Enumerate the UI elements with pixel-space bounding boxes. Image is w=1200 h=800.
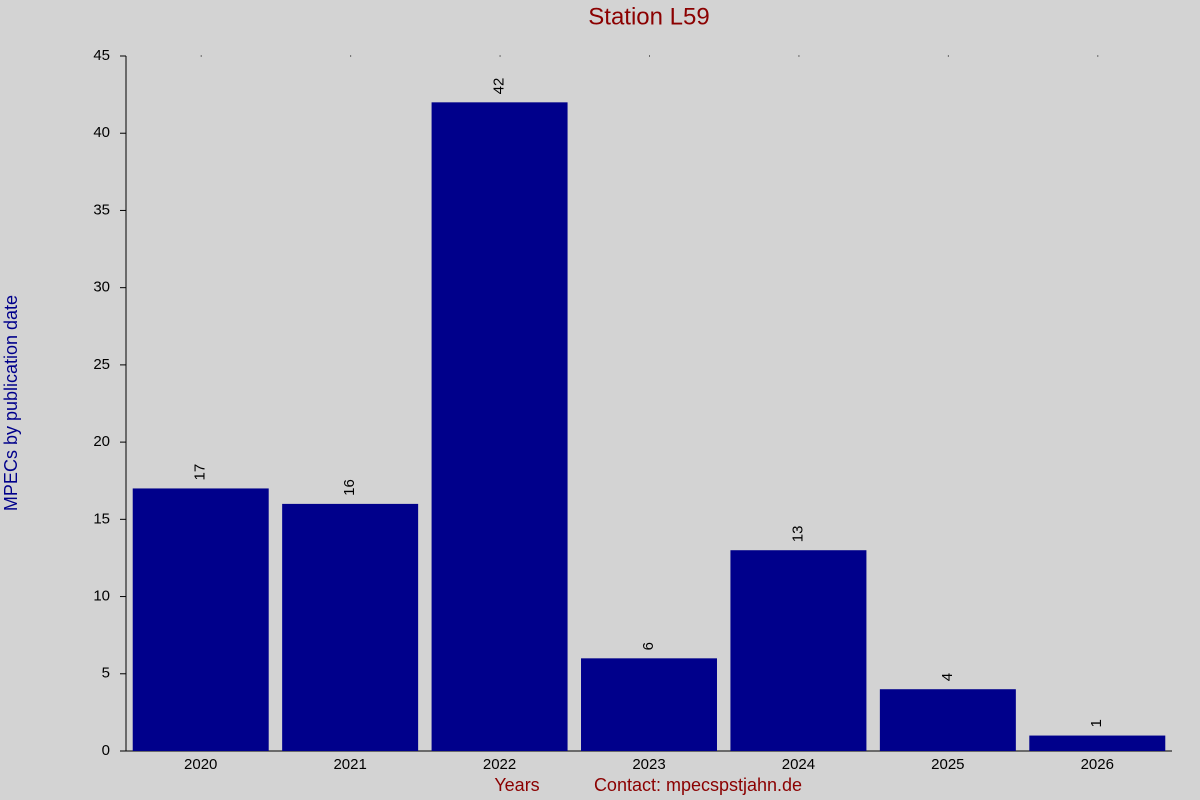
x-tick-label: 2024 — [782, 756, 815, 773]
bar — [132, 488, 269, 751]
bar — [581, 658, 717, 751]
y-tick-label: 20 — [93, 433, 110, 450]
value-label: 17 — [192, 464, 209, 481]
value-label: 6 — [640, 642, 657, 650]
y-tick-label: 30 — [93, 279, 110, 296]
x-tick-label: 2022 — [483, 756, 516, 773]
bar — [282, 503, 419, 751]
y-axis-label: MPECs by publication date — [1, 295, 21, 511]
x-tick-label: 2025 — [931, 756, 964, 773]
y-tick-label: 40 — [93, 124, 110, 141]
y-tick-label: 35 — [93, 201, 110, 218]
y-tick-label: 25 — [93, 356, 110, 373]
x-tick-label: 2021 — [333, 756, 366, 773]
chart-title: Station L59 — [588, 3, 709, 30]
value-label: 1 — [1088, 719, 1105, 727]
value-label: 4 — [939, 673, 956, 681]
y-tick-label: 10 — [93, 588, 110, 605]
x-tick-label: 2023 — [632, 756, 665, 773]
value-label: 16 — [341, 479, 358, 496]
bar — [730, 550, 867, 751]
bar — [1029, 735, 1166, 751]
value-label: 13 — [789, 526, 806, 543]
x-tick-label: 2026 — [1081, 756, 1114, 773]
x-tick-label: 2020 — [184, 756, 217, 773]
y-tick-label: 0 — [102, 742, 110, 759]
contact-annotation: Contact: mpecspstjahn.de — [594, 775, 802, 795]
y-tick-label: 45 — [93, 47, 110, 64]
y-tick-label: 15 — [93, 510, 110, 527]
bar — [879, 689, 1016, 751]
x-axis-label: Years — [494, 775, 539, 795]
value-label: 42 — [491, 78, 508, 95]
y-tick-label: 5 — [102, 665, 110, 682]
bar — [431, 102, 568, 752]
